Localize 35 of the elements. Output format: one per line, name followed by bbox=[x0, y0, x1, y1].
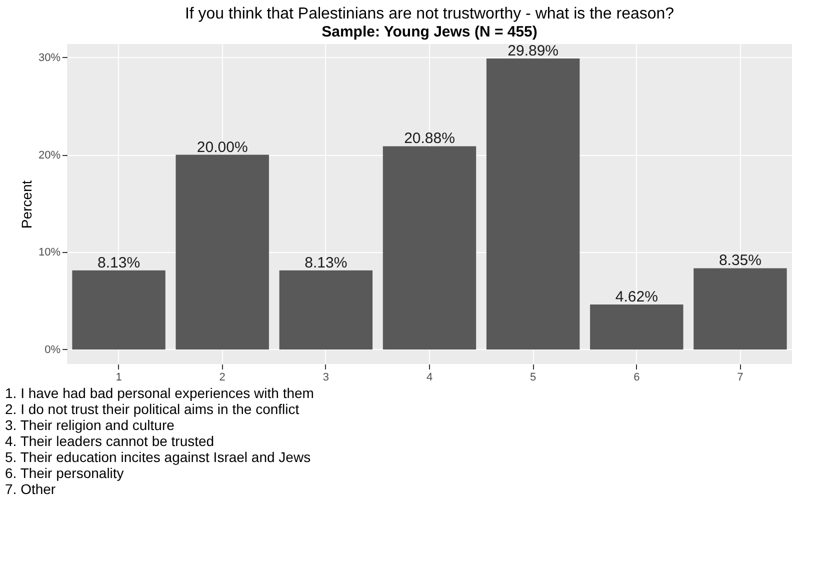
x-tick-label: 2 bbox=[219, 372, 226, 384]
data-label: 20.00% bbox=[196, 138, 248, 156]
data-label: 8.13% bbox=[98, 254, 140, 272]
bar bbox=[176, 154, 269, 350]
bar bbox=[279, 270, 373, 350]
y-tick-label: 10% bbox=[38, 246, 61, 259]
x-tick-label: 4 bbox=[426, 372, 433, 384]
text: 5. Their education incites against Israel and Jews bbox=[5, 449, 311, 465]
text: 1. I have had bad personal experiences with them bbox=[5, 385, 314, 401]
text: 6. Their personality bbox=[5, 465, 124, 481]
bar bbox=[382, 146, 476, 350]
data-label: 29.89% bbox=[508, 42, 559, 60]
x-tick-label: 7 bbox=[737, 372, 744, 384]
data-label: 8.35% bbox=[718, 252, 762, 270]
text: 7. Other bbox=[5, 481, 56, 497]
x-tick-label: 6 bbox=[634, 372, 640, 384]
y-tick-label: 30% bbox=[38, 52, 61, 64]
data-label: 8.13% bbox=[304, 254, 348, 272]
data-label: 4.62% bbox=[615, 288, 658, 306]
x-tick-label: 3 bbox=[322, 372, 329, 384]
text: 4. Their leaders cannot be trusted bbox=[5, 433, 214, 449]
bar bbox=[590, 304, 684, 350]
text: 2. I do not trust their political aims in the conflict bbox=[5, 401, 300, 417]
chart-title: If you think that Palestinians are not trustworthy - what is the reason? bbox=[184, 6, 674, 23]
bar bbox=[486, 58, 580, 350]
bar bbox=[694, 268, 787, 350]
data-label: 20.88% bbox=[404, 130, 455, 148]
text: 3. Their religion and culture bbox=[5, 417, 175, 433]
chart-subtitle: Sample: Young Jews (N = 455) bbox=[322, 24, 538, 41]
x-tick-label: 1 bbox=[116, 372, 122, 384]
bar bbox=[72, 270, 166, 350]
x-tick-label: 5 bbox=[530, 372, 536, 384]
y-tick-label: 0% bbox=[44, 344, 61, 356]
y-tick-label: 20% bbox=[38, 149, 61, 162]
y-axis-title: Percent bbox=[18, 180, 34, 229]
